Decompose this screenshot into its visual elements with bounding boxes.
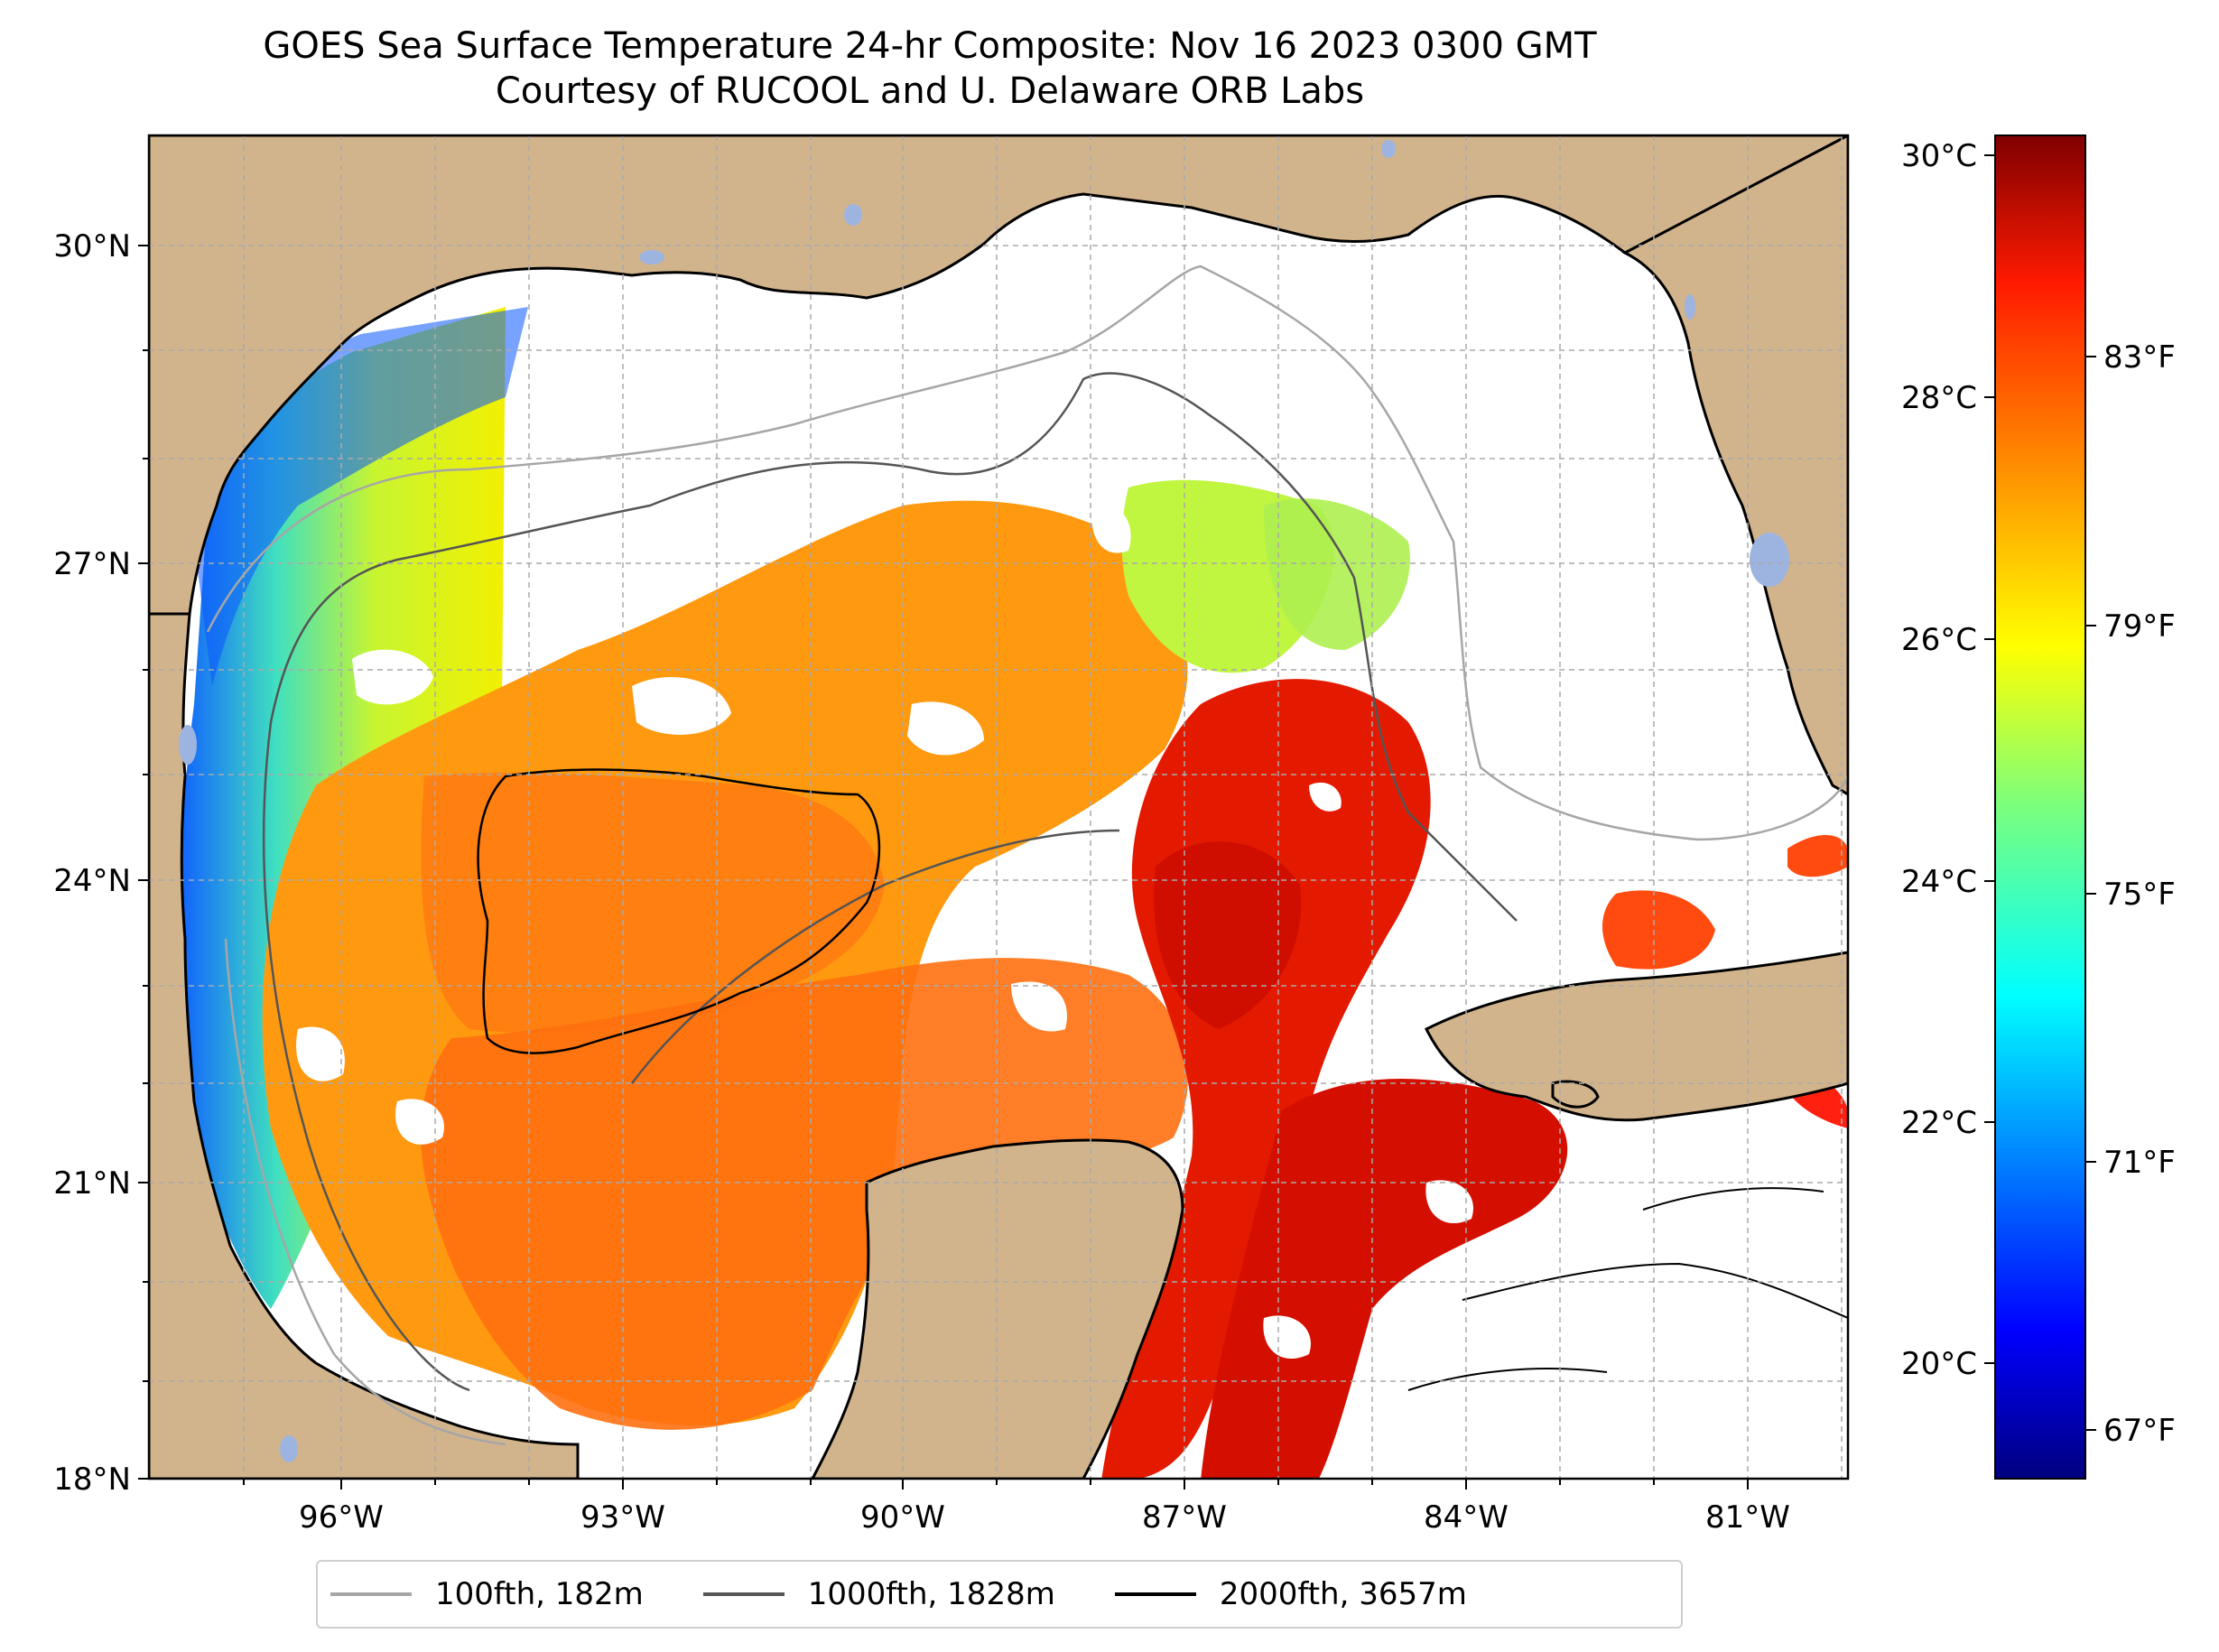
sst-south-field: [421, 958, 1188, 1430]
cloud-gaps: [296, 504, 1473, 1360]
colorbar-label-28c: 28°C: [1901, 380, 1977, 416]
sst-yucatan-channel-east: [1602, 890, 1715, 970]
legend-label-2000fth: 2000fth, 3657m: [1219, 1576, 1467, 1612]
colorbar: [1994, 135, 2086, 1480]
sst-northeast-patch: [1264, 498, 1410, 650]
yucatan-peninsula-land: [811, 1138, 1184, 1479]
contour-100fth: [206, 265, 1848, 1446]
colorbar-label-67f: 67°F: [2103, 1413, 2176, 1449]
legend-swatch-1000fth: [702, 1592, 785, 1596]
lon-label-93w: 93°W: [580, 1499, 665, 1536]
bathymetry-contours: [206, 265, 1848, 1446]
florida-peninsula-land: [1621, 135, 1848, 796]
colorbar-label-22c: 22°C: [1901, 1105, 1977, 1141]
land-masses: [149, 135, 1848, 1479]
legend-item-1000fth: 1000fth, 1828m: [702, 1576, 1055, 1612]
lon-axis: [243, 1479, 1749, 1490]
colorbar-label-26c: 26°C: [1901, 622, 1977, 658]
colorbar-label-20c: 20°C: [1901, 1346, 1977, 1382]
lon-label-96w: 96°W: [299, 1499, 384, 1536]
contour-2000fth: [477, 768, 881, 1054]
sst-loop-core: [1154, 841, 1302, 1029]
legend-label-100fth: 100fth, 182m: [435, 1576, 644, 1612]
contour-2000fth-caribbean: [1407, 1187, 1848, 1391]
lon-label-81w: 81°W: [1705, 1499, 1790, 1536]
lat-label-24n: 24°N: [53, 863, 131, 899]
lon-label-87w: 87°W: [1142, 1499, 1227, 1536]
lat-label-21n: 21°N: [53, 1165, 131, 1202]
lon-label-84w: 84°W: [1424, 1499, 1509, 1536]
lon-label-90w: 90°W: [860, 1499, 945, 1536]
mexico-west-land: [149, 612, 580, 1479]
legend-item-100fth: 100fth, 182m: [330, 1576, 644, 1612]
colorbar-label-83f: 83°F: [2103, 339, 2176, 376]
lakes: [179, 140, 1789, 1462]
gridlines: [149, 135, 1848, 1479]
lat-label-30n: 30°N: [53, 228, 131, 265]
legend-swatch-100fth: [330, 1592, 412, 1596]
sst-caribbean-field: [1201, 1079, 1568, 1479]
isle-of-youth-land: [1551, 1080, 1600, 1109]
colorbar-label-30c: 30°C: [1901, 138, 1977, 174]
legend-item-2000fth: 2000fth, 3657m: [1114, 1576, 1467, 1612]
colorbar-label-71f: 71°F: [2103, 1145, 2176, 1181]
colorbar-label-79f: 79°F: [2103, 608, 2176, 645]
colorbar-celsius-ticks: [1984, 154, 1995, 1364]
legend-swatch-2000fth: [1114, 1592, 1196, 1596]
map-subtitle: Courtesy of RUCOOL and U. Delaware ORB L…: [495, 70, 1365, 112]
colorbar-fahrenheit-ticks: [2085, 356, 2096, 1431]
map-title: GOES Sea Surface Temperature 24-hr Compo…: [263, 25, 1597, 67]
legend-label-1000fth: 1000fth, 1828m: [807, 1576, 1055, 1612]
map-frame: [147, 134, 1850, 1480]
colorbar-label-24c: 24°C: [1901, 864, 1977, 900]
sst-florida-straits-patch: [1787, 835, 1848, 877]
contour-1000fth: [262, 372, 1518, 1392]
lat-label-18n: 18°N: [53, 1462, 131, 1498]
lat-axis: [138, 245, 149, 1480]
bathymetry-legend: 100fth, 182m 1000fth, 1828m 2000fth, 365…: [316, 1560, 1683, 1629]
cuba-land: [1424, 951, 1848, 1122]
sst-warm-core: [421, 772, 885, 1033]
lat-label-27n: 27°N: [53, 546, 131, 582]
colorbar-label-75f: 75°F: [2103, 877, 2176, 913]
